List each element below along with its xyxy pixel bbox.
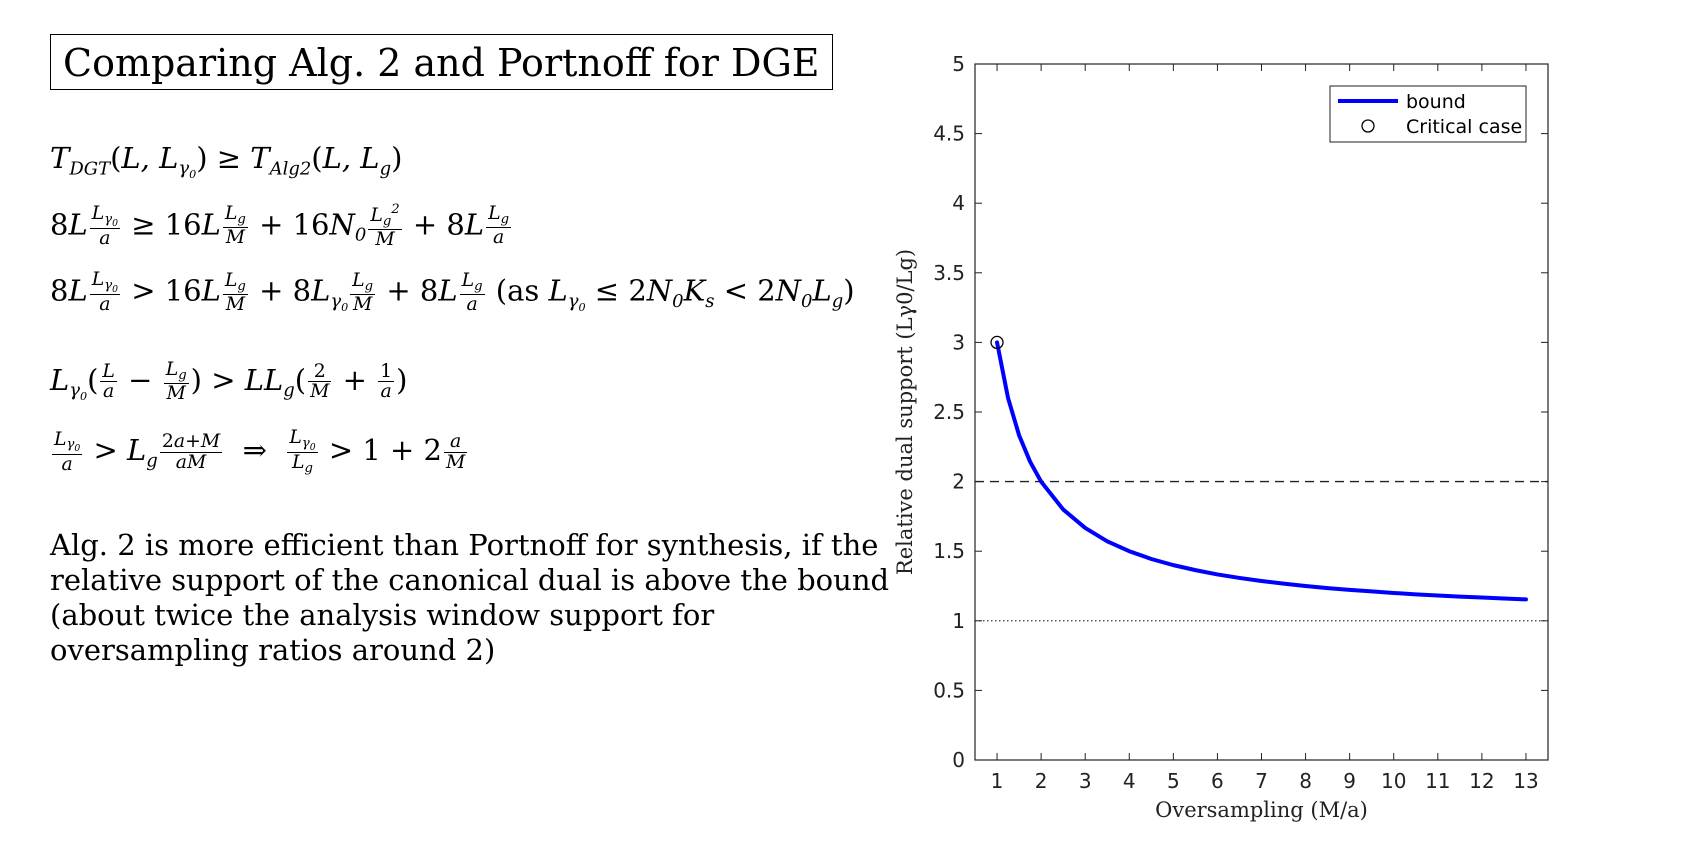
slide-title: Comparing Alg. 2 and Portnoff for DGE xyxy=(50,34,833,90)
conclusion-line-2: relative support of the canonical dual i… xyxy=(50,563,890,597)
x-tick-label: 13 xyxy=(1513,769,1538,793)
y-tick-label: 1.5 xyxy=(933,539,965,563)
x-tick-label: 6 xyxy=(1211,769,1224,793)
x-tick-label: 12 xyxy=(1469,769,1494,793)
x-tick-label: 1 xyxy=(991,769,1004,793)
legend-label-bound: bound xyxy=(1406,91,1466,113)
y-tick-label: 3.5 xyxy=(933,261,965,285)
x-tick-label: 10 xyxy=(1381,769,1406,793)
x-tick-label: 5 xyxy=(1167,769,1180,793)
series xyxy=(990,335,1528,602)
y-axis-label: Relative dual support (Lγ0/Lg) xyxy=(893,249,917,575)
legend-box xyxy=(1329,85,1527,143)
equation-2: 8L Lγ0 a ≥ 16L Lg M + 16N0 Lg2 M + 8L Lg a xyxy=(50,202,512,250)
x-tick-label: 8 xyxy=(1299,769,1312,793)
y-tick-label: 3 xyxy=(952,330,965,354)
reference-lines xyxy=(975,480,1548,622)
y-tick-label: 1 xyxy=(952,609,965,633)
conclusion-text: Alg. 2 is more efficient than Portnoff f… xyxy=(50,528,890,668)
legend: bound Critical case xyxy=(1329,85,1527,143)
conclusion-line-4: oversampling ratios around 2) xyxy=(50,633,496,667)
x-tick-label: 11 xyxy=(1425,769,1450,793)
y-tick-label: 2.5 xyxy=(933,400,965,424)
plot-frame xyxy=(974,63,1549,761)
equation-1: TDGT(L, Lγ0) ≥ TAlg2(L, Lg) xyxy=(50,141,403,182)
x-axis-label: Oversampling (M/a) xyxy=(1155,798,1368,822)
y-tick-label: 0 xyxy=(952,748,965,772)
x-tick-label: 9 xyxy=(1343,769,1356,793)
conclusion-line-1: Alg. 2 is more efficient than Portnoff f… xyxy=(50,528,879,562)
y-tick-label: 2 xyxy=(952,470,965,494)
x-tick-label: 2 xyxy=(1035,769,1048,793)
legend-swatch-critical-case xyxy=(1361,119,1375,133)
x-tick-label: 7 xyxy=(1255,769,1268,793)
y-tick-label: 4.5 xyxy=(933,122,965,146)
y-tick-label: 4 xyxy=(952,191,965,215)
conclusion-line-3: (about twice the analysis window support… xyxy=(50,598,715,632)
y-tick-label: 5 xyxy=(952,52,965,76)
equation-3: 8L Lγ0 a > 16L Lg M + 8Lγ0 Lg M + 8L Lg a (as Lγ… xyxy=(50,269,855,316)
legend-label-critical-case: Critical case xyxy=(1406,116,1522,138)
critical-case-marker xyxy=(990,335,1004,350)
x-tick-label: 4 xyxy=(1123,769,1136,793)
series-line-bound xyxy=(995,340,1528,602)
y-tick-label: 0.5 xyxy=(933,678,965,702)
axis-labels: Oversampling (M/a) Relative dual support … xyxy=(893,249,1368,822)
x-tick-label: 3 xyxy=(1079,769,1092,793)
